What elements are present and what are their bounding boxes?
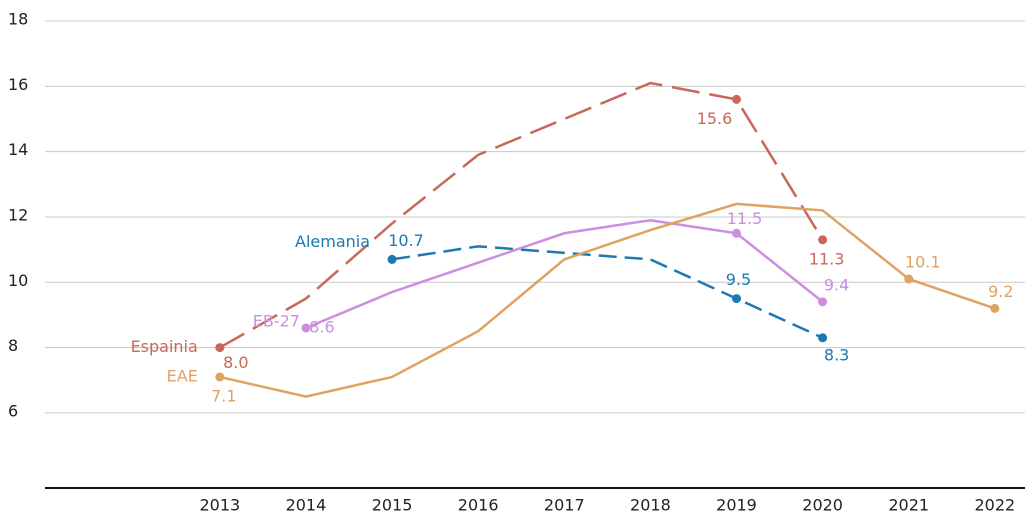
y-tick-label: 6 [8, 401, 18, 420]
series-line [219, 81, 824, 349]
x-tick-label: 2014 [286, 496, 327, 515]
data-label: 8.3 [824, 345, 849, 364]
x-tick-label: 2022 [975, 496, 1016, 515]
data-point [215, 372, 225, 382]
x-tick-label: 2015 [372, 496, 413, 515]
y-tick-label: 10 [8, 271, 28, 290]
x-tick-label: 2018 [630, 496, 671, 515]
x-tick-label: 2019 [716, 496, 757, 515]
y-tick-label: 14 [8, 140, 28, 159]
data-point [818, 333, 828, 343]
x-tick-label: 2021 [888, 496, 929, 515]
data-point [732, 294, 742, 304]
data-label: 10.1 [905, 252, 941, 271]
data-point [818, 235, 828, 245]
data-label: 11.3 [809, 249, 845, 268]
series-name: EB-27 [253, 311, 300, 330]
data-point [301, 323, 311, 333]
data-label: 7.1 [211, 386, 236, 405]
series-line [391, 245, 824, 339]
x-tick-label: 2013 [199, 496, 240, 515]
data-label: 10.7 [388, 231, 424, 250]
series-name: Espainia [131, 337, 198, 356]
y-tick-label: 12 [8, 205, 28, 224]
x-tick-label: 2020 [802, 496, 843, 515]
data-label: 15.6 [697, 109, 733, 128]
y-tick-label: 16 [8, 75, 28, 94]
x-tick-label: 2017 [544, 496, 585, 515]
x-tick-label: 2016 [458, 496, 499, 515]
data-label: 9.4 [824, 275, 849, 294]
data-label: 9.2 [988, 282, 1013, 301]
data-label: 9.5 [726, 270, 751, 289]
data-point [215, 343, 225, 353]
data-point [732, 94, 742, 104]
data-point [990, 303, 1000, 313]
data-label: 8.6 [309, 317, 334, 336]
series-name: EAE [167, 366, 198, 385]
series-name: Alemania [295, 232, 370, 251]
series-line [219, 202, 996, 398]
data-point [904, 274, 914, 284]
data-point [732, 228, 742, 238]
y-tick-label: 8 [8, 336, 18, 355]
data-label: 8.0 [223, 353, 248, 372]
data-label: 11.5 [727, 209, 763, 228]
data-point [818, 297, 828, 307]
data-point [387, 254, 397, 264]
y-tick-label: 18 [8, 10, 28, 29]
